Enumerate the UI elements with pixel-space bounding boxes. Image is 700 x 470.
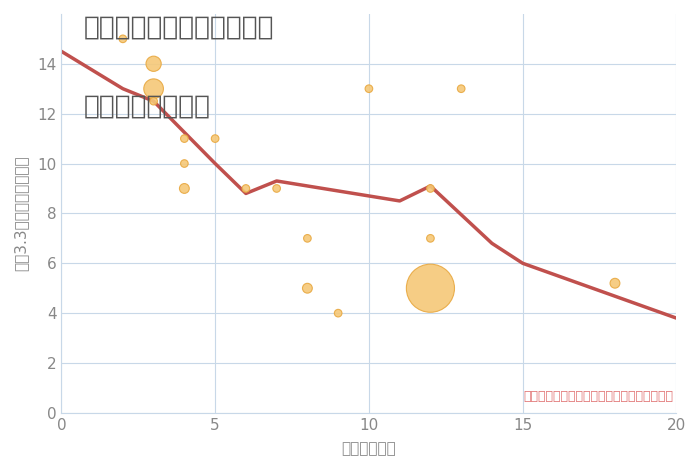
Point xyxy=(302,235,313,242)
Point xyxy=(271,185,282,192)
Point xyxy=(209,135,220,142)
Point xyxy=(148,85,159,93)
Point xyxy=(332,309,344,317)
Point xyxy=(178,185,190,192)
Point xyxy=(425,235,436,242)
Text: 福岡県久留米市北野町中の: 福岡県久留米市北野町中の xyxy=(84,14,274,40)
Text: 駅距離別土地価格: 駅距離別土地価格 xyxy=(84,94,211,120)
Point xyxy=(148,60,159,68)
Point xyxy=(425,185,436,192)
Point xyxy=(456,85,467,93)
Point xyxy=(178,160,190,167)
X-axis label: 駅距離（分）: 駅距離（分） xyxy=(342,441,396,456)
Point xyxy=(302,284,313,292)
Point xyxy=(363,85,374,93)
Point xyxy=(240,185,251,192)
Text: 円の大きさは、取引のあった物件面積を示す: 円の大きさは、取引のあった物件面積を示す xyxy=(524,390,673,403)
Point xyxy=(148,97,159,105)
Point xyxy=(117,35,128,43)
Y-axis label: 坪（3.3㎡）単価（万円）: 坪（3.3㎡）単価（万円） xyxy=(14,156,29,271)
Point xyxy=(425,284,436,292)
Point xyxy=(610,280,621,287)
Point xyxy=(178,135,190,142)
